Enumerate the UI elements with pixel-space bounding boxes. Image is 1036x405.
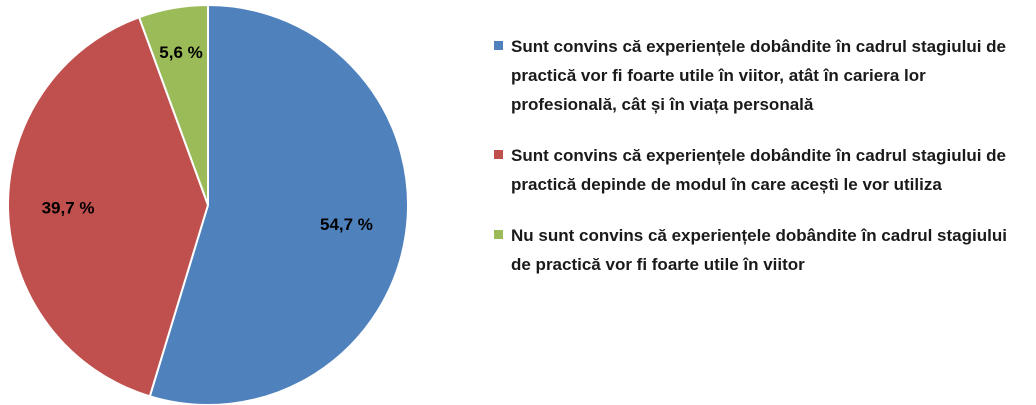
data-label: 5,6 %: [159, 43, 202, 62]
data-label: 54,7 %: [320, 215, 373, 234]
pie-slice: [137, 3, 209, 206]
legend-label: Sunt convins că experiențele dobândite î…: [511, 37, 1006, 114]
legend-swatch: [494, 41, 503, 50]
legend-item: Nu sunt convins că experiențele dobândit…: [494, 221, 1030, 279]
legend-swatch: [494, 230, 503, 239]
pie-chart: 54,7 % 39,7 % 5,6 %: [7, 3, 410, 405]
pie-slice: [148, 3, 410, 405]
legend-item: Sunt convins că experiențele dobândite î…: [494, 141, 1030, 199]
data-label: 39,7 %: [42, 198, 95, 217]
legend-label: Sunt convins că experiențele dobândite î…: [511, 146, 1006, 194]
legend-item: Sunt convins că experiențele dobândite î…: [494, 32, 1030, 119]
legend-label: Nu sunt convins că experiențele dobândit…: [511, 226, 1007, 274]
legend-swatch: [494, 150, 503, 159]
pie-slice: [7, 15, 210, 398]
legend: Sunt convins că experiențele dobândite î…: [494, 32, 1030, 301]
